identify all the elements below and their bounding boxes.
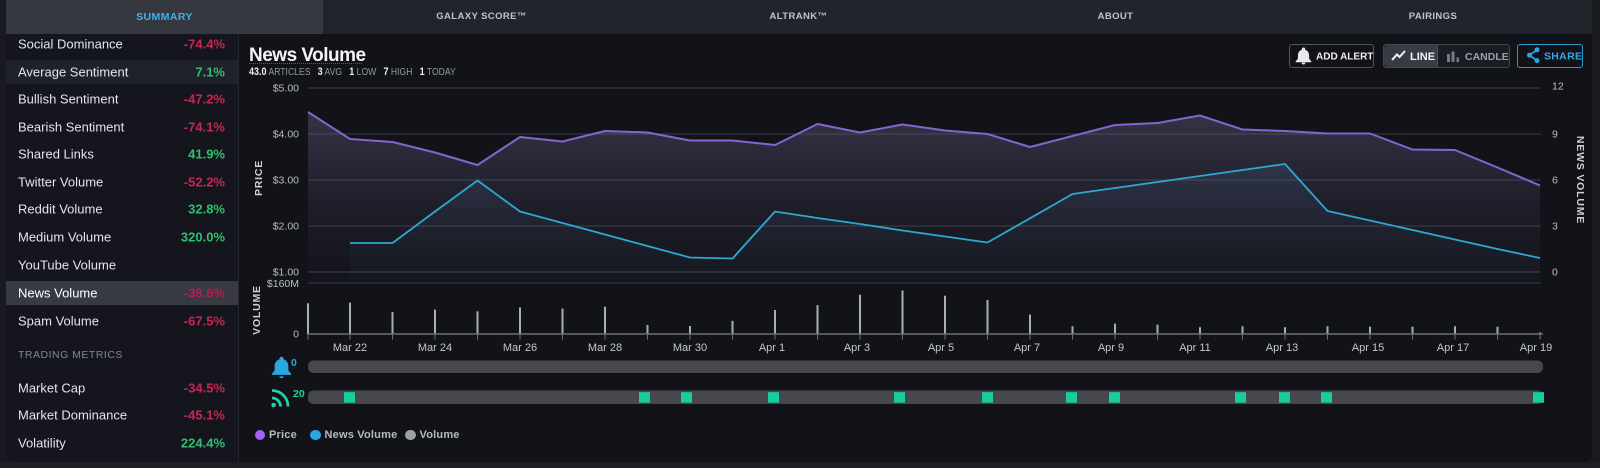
svg-text:$1.00: $1.00: [273, 267, 299, 279]
svg-text:Mar 26: Mar 26: [503, 342, 537, 354]
svg-text:Apr 3: Apr 3: [844, 342, 870, 354]
svg-text:$2.00: $2.00: [273, 221, 299, 233]
svg-text:Apr 11: Apr 11: [1179, 342, 1211, 354]
svg-text:Apr 9: Apr 9: [1098, 342, 1124, 354]
svg-text:0: 0: [1552, 267, 1558, 279]
svg-text:12: 12: [1552, 81, 1564, 93]
svg-text:Apr 5: Apr 5: [928, 342, 954, 354]
svg-text:Apr 13: Apr 13: [1266, 342, 1298, 354]
svg-text:LINE: LINE: [1410, 51, 1435, 63]
svg-text:Apr 15: Apr 15: [1352, 342, 1384, 354]
svg-text:PRICE: PRICE: [253, 160, 265, 196]
svg-text:VOLUME: VOLUME: [251, 285, 263, 335]
svg-text:Apr 17: Apr 17: [1437, 342, 1469, 354]
svg-text:$3.00: $3.00: [273, 175, 299, 187]
svg-text:Mar 28: Mar 28: [588, 342, 622, 354]
svg-text:ADD ALERT: ADD ALERT: [1316, 52, 1373, 63]
svg-text:Mar 22: Mar 22: [333, 342, 367, 354]
svg-text:$160M: $160M: [267, 278, 299, 290]
svg-text:20: 20: [293, 388, 305, 400]
svg-text:SHARE: SHARE: [1544, 51, 1582, 63]
svg-text:6: 6: [1552, 175, 1558, 187]
svg-text:NEWS VOLUME: NEWS VOLUME: [1574, 136, 1586, 224]
svg-text:Mar 30: Mar 30: [673, 342, 707, 354]
svg-text:Apr 7: Apr 7: [1014, 342, 1040, 354]
svg-text:CANDLE: CANDLE: [1465, 51, 1509, 63]
svg-text:$5.00: $5.00: [273, 83, 299, 95]
svg-text:9: 9: [1552, 129, 1558, 141]
svg-text:3: 3: [1552, 221, 1558, 233]
svg-text:Apr 19: Apr 19: [1520, 342, 1552, 354]
svg-text:Mar 24: Mar 24: [418, 342, 452, 354]
svg-text:0: 0: [291, 357, 297, 369]
svg-text:$4.00: $4.00: [273, 129, 299, 141]
svg-text:0: 0: [293, 329, 299, 341]
svg-text:Apr 1: Apr 1: [759, 342, 785, 354]
